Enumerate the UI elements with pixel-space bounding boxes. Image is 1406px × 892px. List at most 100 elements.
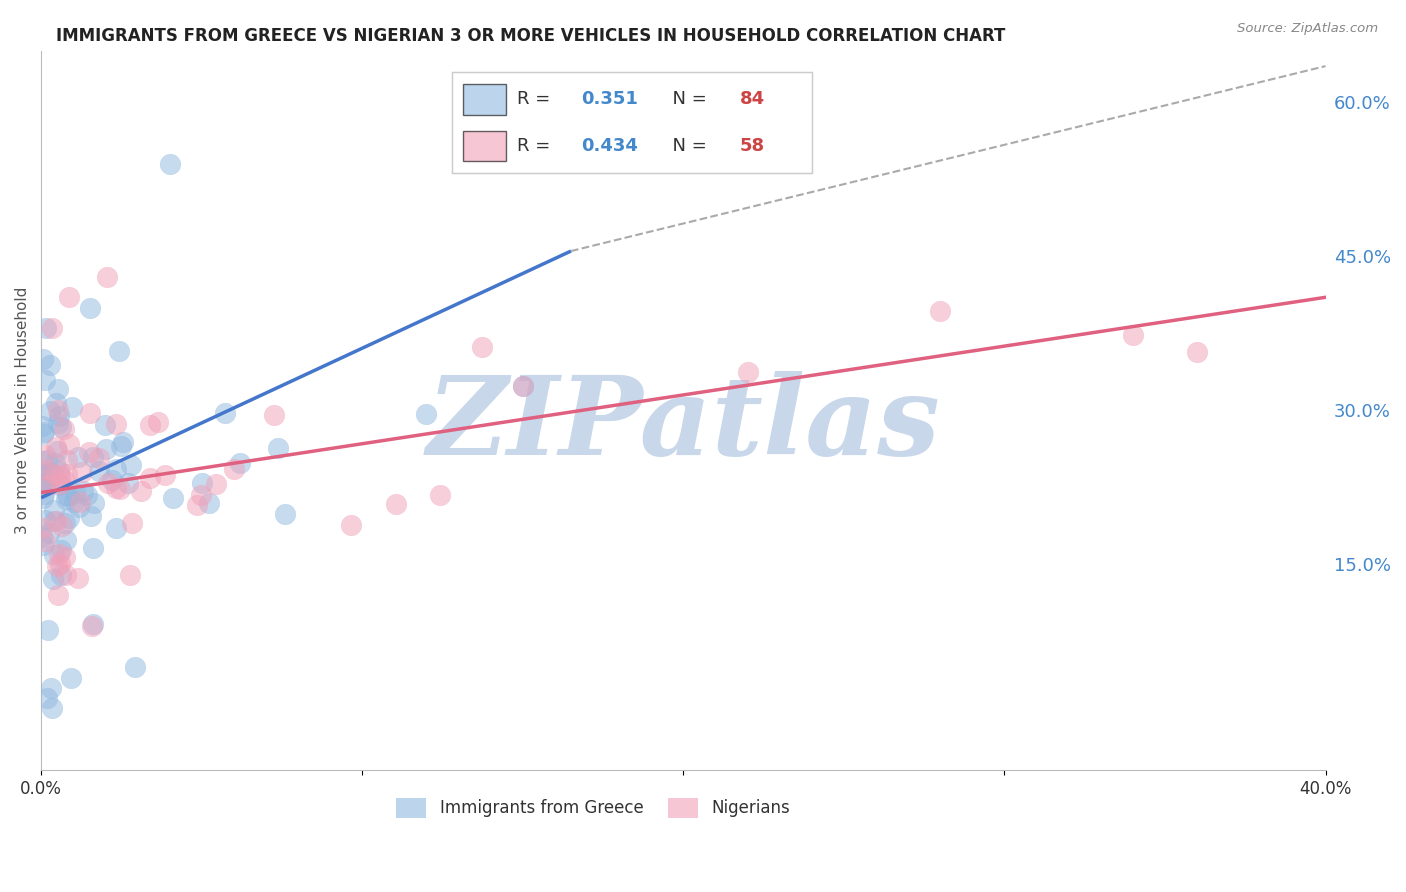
Point [139, 417, 162, 432]
Point [124, 660, 146, 674]
Point [39, 403, 62, 417]
Point [45, 396, 67, 410]
Point [46, 443, 69, 458]
Point [385, 497, 408, 511]
Point [79, 406, 101, 420]
Point [205, 477, 228, 491]
Point [67, 500, 90, 515]
Point [153, 468, 176, 483]
Point [46, 403, 69, 417]
Point [35, 475, 58, 490]
Point [32, 486, 55, 500]
Point [120, 458, 142, 473]
Point [512, 378, 534, 392]
Point [53, 473, 76, 487]
Point [105, 481, 128, 495]
Point [82, 541, 104, 556]
Point [37, 478, 59, 492]
Point [94, 418, 117, 433]
Point [56, 453, 79, 467]
Point [55, 567, 77, 582]
Point [46, 416, 69, 430]
Point [190, 488, 212, 502]
Point [1185, 344, 1208, 359]
Point [58, 510, 80, 524]
Text: Source: ZipAtlas.com: Source: ZipAtlas.com [1237, 22, 1378, 36]
Point [34, 534, 56, 549]
Point [274, 507, 297, 521]
Point [94, 442, 117, 457]
Point [51, 519, 73, 533]
Point [31, 454, 53, 468]
Point [512, 379, 534, 393]
Point [186, 499, 208, 513]
Point [42, 467, 65, 482]
Point [222, 462, 245, 476]
Point [80, 619, 103, 633]
Point [214, 406, 236, 420]
Point [56, 488, 79, 502]
Point [55, 533, 77, 547]
Point [34, 373, 56, 387]
Point [38, 474, 60, 488]
Point [470, 340, 492, 354]
Point [34, 448, 56, 462]
Point [110, 439, 132, 453]
Point [63, 486, 86, 500]
Point [415, 408, 437, 422]
Point [198, 496, 221, 510]
Point [37, 453, 59, 467]
Point [53, 516, 76, 531]
Point [83, 496, 105, 510]
Point [77, 445, 100, 459]
Point [48, 558, 70, 572]
Text: ZIPatlas: ZIPatlas [426, 371, 941, 478]
Point [31, 481, 53, 495]
Point [112, 434, 135, 449]
Point [104, 462, 127, 476]
Point [48, 469, 70, 483]
Point [121, 516, 143, 531]
Point [139, 471, 162, 485]
Text: IMMIGRANTS FROM GREECE VS NIGERIAN 3 OR MORE VEHICLES IN HOUSEHOLD CORRELATION C: IMMIGRANTS FROM GREECE VS NIGERIAN 3 OR … [56, 27, 1005, 45]
Point [108, 482, 131, 496]
Point [267, 441, 290, 455]
Point [31, 426, 53, 441]
Point [39, 358, 62, 372]
Point [105, 417, 128, 431]
Point [42, 467, 65, 482]
Point [58, 290, 80, 304]
Point [87, 464, 110, 478]
Point [129, 483, 152, 498]
Point [45, 514, 67, 528]
Point [42, 548, 65, 562]
Point [34, 513, 56, 527]
Point [429, 488, 451, 502]
Point [148, 416, 170, 430]
Point [49, 567, 72, 582]
Point [44, 457, 66, 471]
Point [117, 475, 139, 490]
Point [46, 382, 69, 396]
Point [72, 484, 94, 499]
Point [56, 467, 79, 482]
Point [31, 351, 53, 366]
Point [60, 400, 83, 414]
Point [31, 418, 53, 433]
Point [929, 303, 952, 318]
Point [70, 465, 93, 479]
Point [118, 567, 141, 582]
Point [48, 547, 70, 561]
Point [44, 514, 66, 528]
Point [37, 623, 59, 637]
Point [89, 450, 111, 465]
Point [1122, 328, 1144, 343]
Point [97, 475, 120, 490]
Point [108, 344, 131, 359]
Point [35, 467, 58, 481]
Point [45, 440, 67, 454]
Point [76, 488, 98, 502]
Point [41, 681, 63, 695]
Point [49, 477, 72, 491]
Point [46, 588, 69, 602]
